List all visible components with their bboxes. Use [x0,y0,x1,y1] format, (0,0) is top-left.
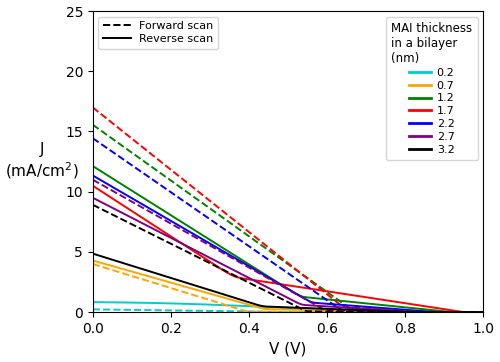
X-axis label: V (V): V (V) [270,341,307,357]
Legend: 0.2, 0.7, 1.2, 1.7, 2.2, 2.7, 3.2: 0.2, 0.7, 1.2, 1.7, 2.2, 2.7, 3.2 [386,17,478,160]
Y-axis label: J
(mA/cm$^2$): J (mA/cm$^2$) [5,142,78,181]
